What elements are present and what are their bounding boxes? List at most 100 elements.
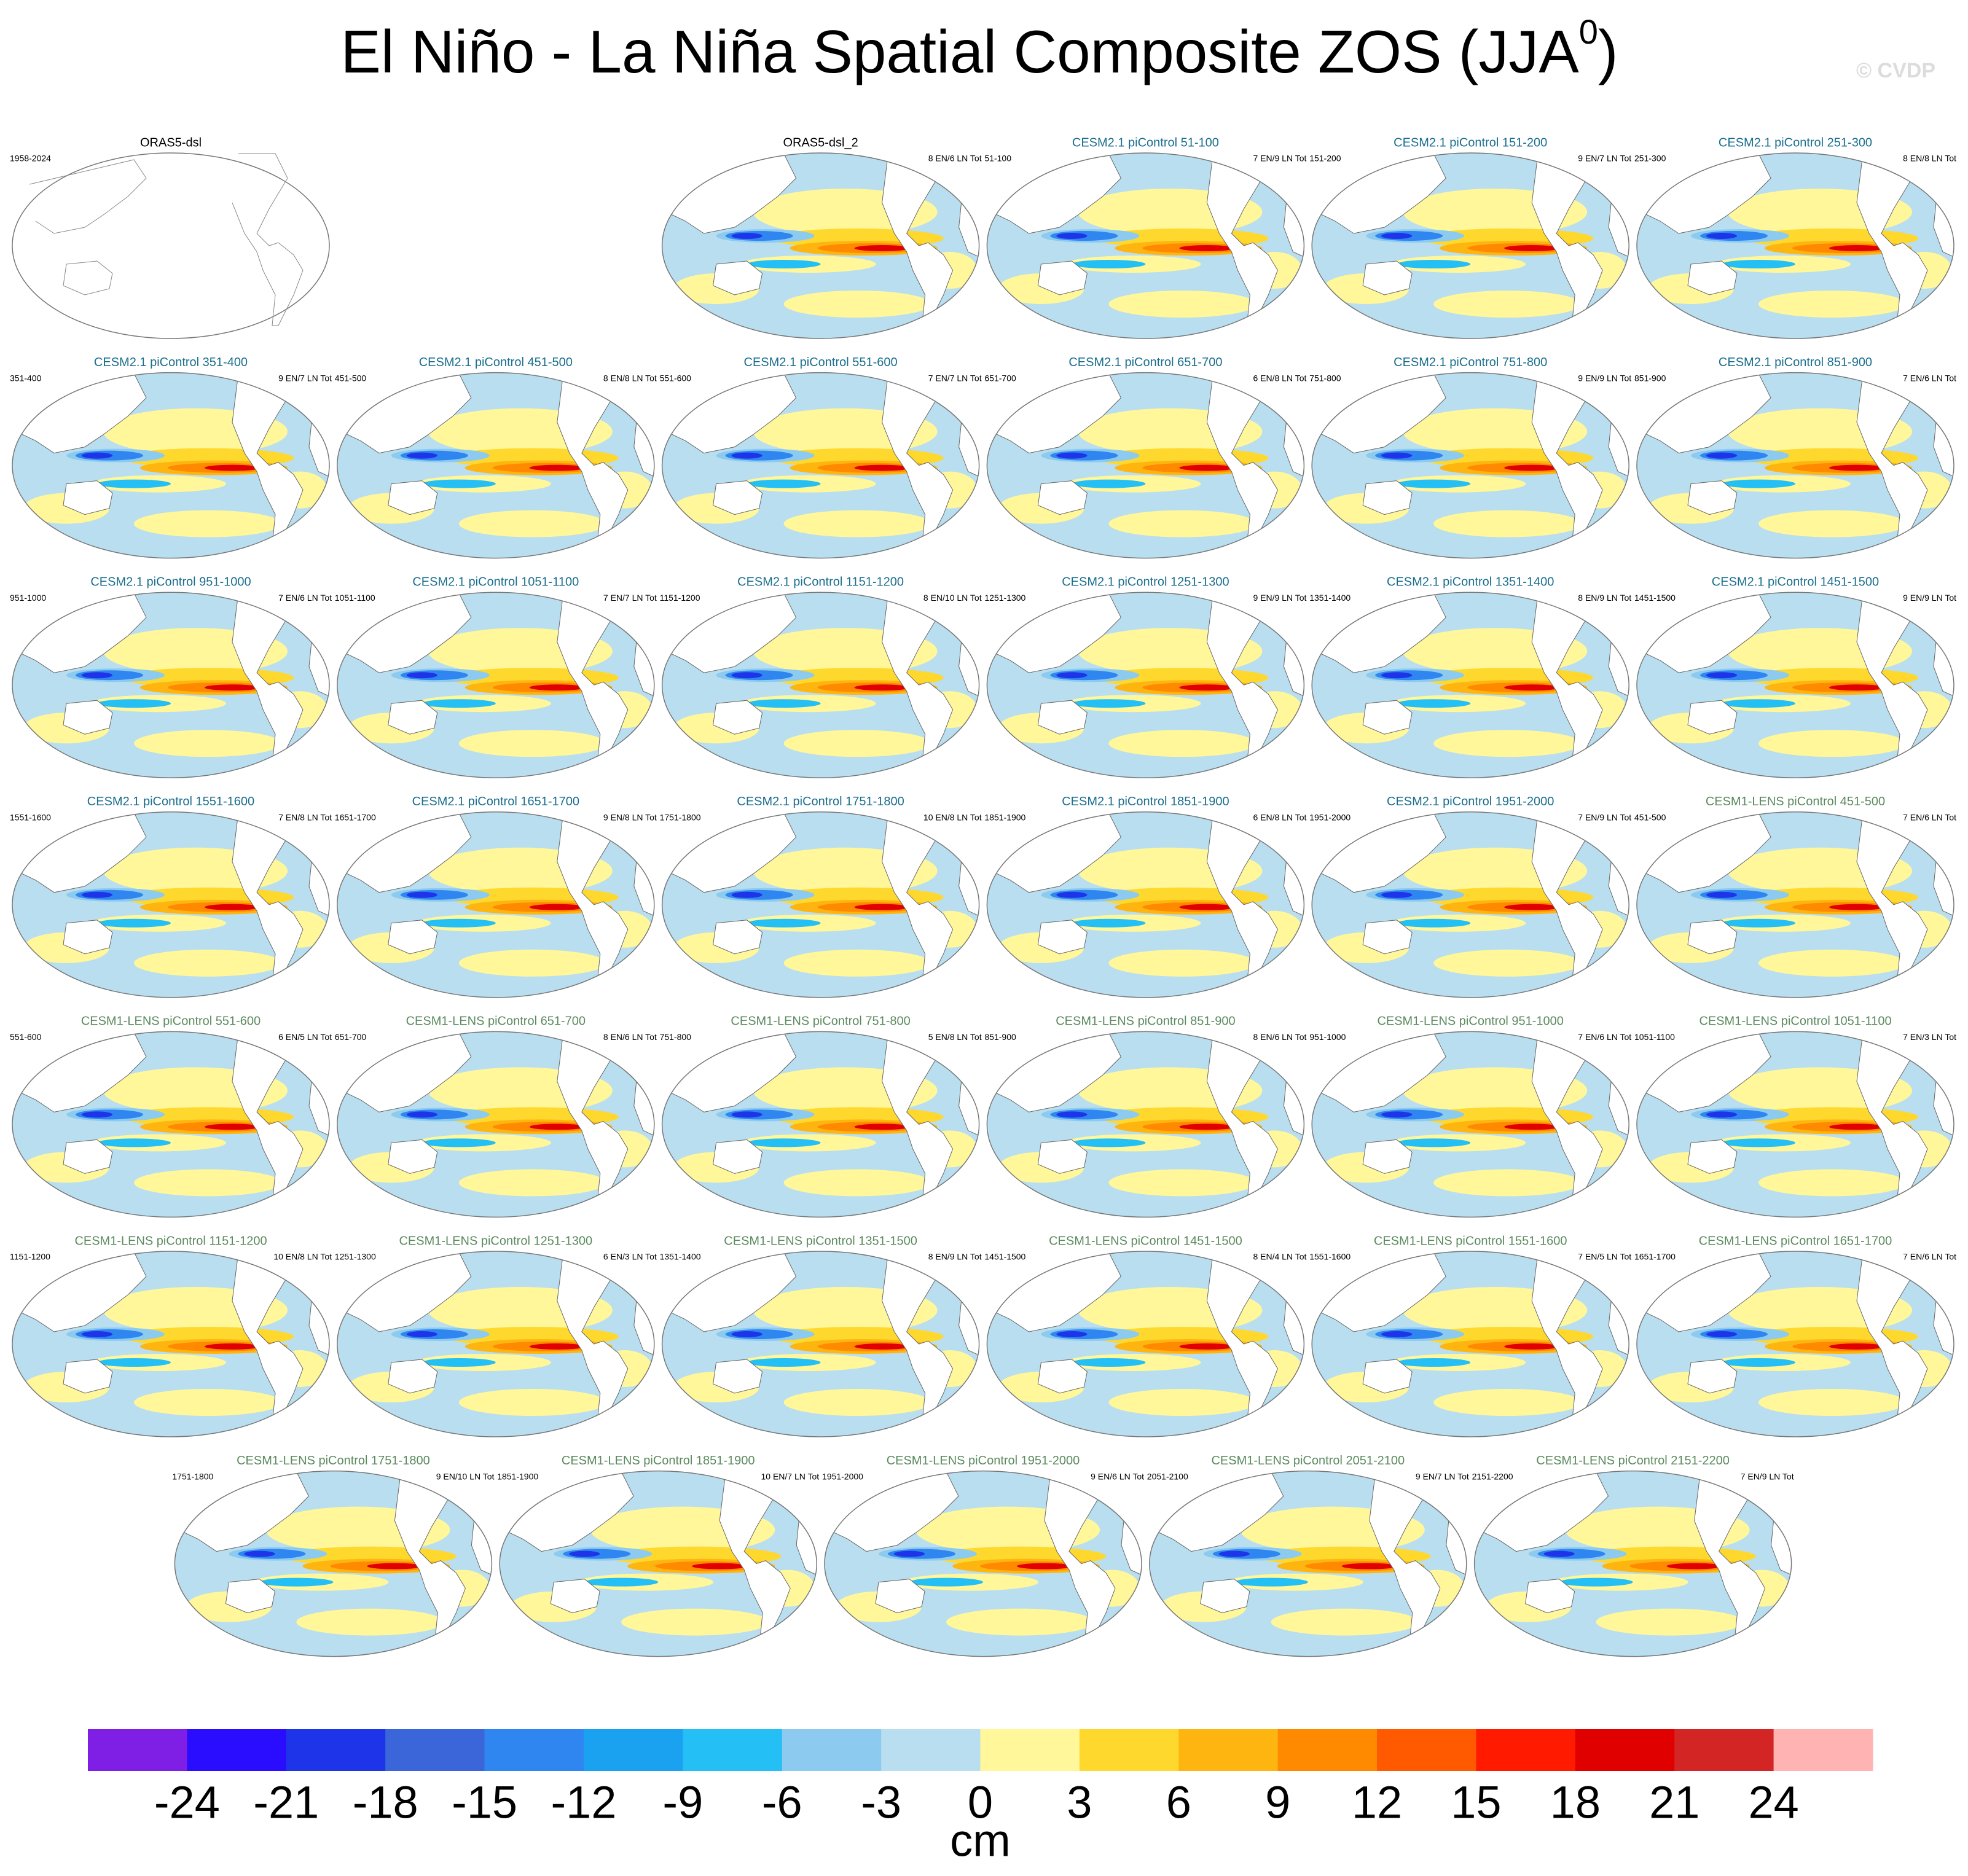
map-panel: CESM1-LENS piControl 1551-1600 1551-1600 7… xyxy=(1309,1234,1631,1439)
map-panel: CESM2.1 piControl 851-900 851-900 7 EN/6 L… xyxy=(1634,356,1956,561)
panel-period-label: 951-1000 xyxy=(1309,1032,1346,1042)
panel-title: CESM2.1 piControl 1251-1300 xyxy=(1062,575,1229,588)
map-panel: CESM2.1 piControl 1051-1100 1051-1100 7 EN… xyxy=(335,575,657,780)
composite-map xyxy=(335,590,657,780)
panel-title: CESM2.1 piControl 1551-1600 xyxy=(87,795,254,808)
panel-title: CESM2.1 piControl 851-900 xyxy=(1719,356,1872,369)
panel-title: CESM1-LENS piControl 1651-1700 xyxy=(1699,1234,1892,1248)
panel-title: CESM1-LENS piControl 1051-1100 xyxy=(1699,1015,1891,1028)
map-panel: CESM1-LENS piControl 1851-1900 1851-1900 1… xyxy=(497,1454,819,1659)
panel-period-label: 1151-1200 xyxy=(10,1252,50,1262)
composite-map xyxy=(660,810,982,1000)
panel-title: CESM1-LENS piControl 1751-1800 xyxy=(237,1454,430,1468)
panel-title: CESM1-LENS piControl 1551-1600 xyxy=(1374,1234,1567,1248)
colorbar-tick-label: 9 xyxy=(1265,1777,1290,1828)
panel-title: CESM1-LENS piControl 1151-1200 xyxy=(74,1234,267,1248)
panel-count-label: 7 EN/6 LN Tot xyxy=(278,593,332,603)
map-panel: CESM1-LENS piControl 751-800 751-800 5 EN/… xyxy=(660,1015,982,1220)
colorbar-box xyxy=(88,1729,187,1771)
panel-period-label: 1951-2000 xyxy=(1309,813,1351,823)
panel-count-label: 7 EN/7 LN Tot xyxy=(928,373,982,383)
map-panel: CESM2.1 piControl 1551-1600 1551-1600 7 EN… xyxy=(10,795,332,1000)
panel-period-label: 1651-1700 xyxy=(335,813,376,823)
map-panel: CESM1-LENS piControl 851-900 851-900 8 EN/… xyxy=(984,1015,1307,1220)
colorbar-tick-label: 15 xyxy=(1451,1777,1501,1828)
panel-title: CESM2.1 piControl 1451-1500 xyxy=(1712,575,1879,588)
panel-count-label: 7 EN/3 LN Tot xyxy=(1903,1032,1956,1042)
panel-period-label: 1751-1800 xyxy=(172,1471,213,1481)
panel-count-label: 8 EN/8 LN Tot xyxy=(603,373,657,383)
composite-map xyxy=(1634,1029,1956,1219)
panel-period-label: 2151-2200 xyxy=(1472,1471,1513,1481)
composite-map xyxy=(660,1029,982,1219)
panel-period-label: 1251-1300 xyxy=(335,1252,376,1262)
panel-period-label: 151-200 xyxy=(1309,154,1341,163)
panel-period-label: 1958-2024 xyxy=(10,154,51,163)
map-panel: CESM2.1 piControl 951-1000 951-1000 7 EN/6… xyxy=(10,575,332,780)
colorbar-box xyxy=(683,1729,783,1771)
panel-title: CESM1-LENS piControl 651-700 xyxy=(406,1015,586,1028)
panel-count-label: 9 EN/10 LN Tot xyxy=(436,1471,495,1481)
panel-period-label: 251-300 xyxy=(1634,154,1666,163)
panel-count-label: 10 EN/8 LN Tot xyxy=(273,1252,332,1262)
composite-map xyxy=(1634,1249,1956,1439)
panel-title: CESM1-LENS piControl 751-800 xyxy=(731,1015,910,1028)
map-panel: CESM1-LENS piControl 1151-1200 1151-1200 1… xyxy=(10,1234,332,1439)
panel-period-label: 1251-1300 xyxy=(984,593,1025,603)
panel-title: CESM1-LENS piControl 851-900 xyxy=(1056,1015,1235,1028)
composite-map xyxy=(335,1029,657,1219)
map-panel: CESM2.1 piControl 1251-1300 1251-1300 9 EN… xyxy=(984,575,1307,780)
map-panel: ORAS5-dsl_2 8 EN/6 LN Tot xyxy=(660,136,982,341)
colorbar-box xyxy=(484,1729,584,1771)
panel-period-label: 1051-1100 xyxy=(335,593,375,603)
colorbar-box xyxy=(1178,1729,1279,1771)
map-panel: CESM1-LENS piControl 2051-2100 2051-2100 9… xyxy=(1147,1454,1469,1659)
panel-count-label: 6 EN/3 LN Tot xyxy=(603,1252,657,1262)
panel-title: CESM1-LENS piControl 2151-2200 xyxy=(1536,1454,1730,1468)
panel-count-label: 9 EN/6 LN Tot xyxy=(1091,1471,1144,1481)
panel-count-label: 9 EN/7 LN Tot xyxy=(1578,154,1631,163)
panel-count-label: 8 EN/9 LN Tot xyxy=(1578,593,1631,603)
map-panel: CESM2.1 piControl 1751-1800 1751-1800 10 E… xyxy=(660,795,982,1000)
composite-map xyxy=(10,810,332,1000)
composite-map xyxy=(1634,150,1956,341)
panel-period-label: 2051-2100 xyxy=(1147,1471,1188,1481)
composite-map xyxy=(1309,150,1631,341)
panel-title: CESM1-LENS piControl 1951-2000 xyxy=(887,1454,1080,1468)
colorbar-tick-label: 6 xyxy=(1166,1777,1191,1828)
composite-map xyxy=(10,1029,332,1219)
composite-map xyxy=(172,1469,494,1659)
composite-map xyxy=(1309,370,1631,561)
composite-map xyxy=(497,1469,819,1659)
map-panel: CESM1-LENS piControl 1251-1300 1251-1300 6… xyxy=(335,1234,657,1439)
panel-period-label: 1451-1500 xyxy=(984,1252,1025,1262)
panel-count-label: 9 EN/7 LN Tot xyxy=(278,373,332,383)
colorbar-tick-label: -6 xyxy=(762,1777,802,1828)
colorbar-box xyxy=(187,1729,287,1771)
colorbar-tick-label: 12 xyxy=(1352,1777,1402,1828)
panel-title: CESM1-LENS piControl 451-500 xyxy=(1706,795,1885,808)
panel-title: CESM2.1 piControl 1851-1900 xyxy=(1062,795,1229,808)
composite-map xyxy=(822,1469,1144,1659)
panel-period-label: 851-900 xyxy=(984,1032,1016,1042)
panel-count-label: 7 EN/8 LN Tot xyxy=(278,813,332,823)
composite-map xyxy=(984,810,1306,1000)
map-panel: CESM2.1 piControl 1351-1400 1351-1400 8 EN… xyxy=(1309,575,1631,780)
panel-title: CESM2.1 piControl 151-200 xyxy=(1394,136,1547,149)
panel-title: ORAS5-dsl xyxy=(140,136,202,149)
composite-map xyxy=(984,1249,1306,1439)
panel-count-label: 7 EN/7 LN Tot xyxy=(603,593,657,603)
panel-count-label: 6 EN/8 LN Tot xyxy=(1253,813,1306,823)
colorbar-tick-label: -9 xyxy=(662,1777,703,1828)
composite-map xyxy=(10,1249,332,1439)
panel-count-label: 10 EN/7 LN Tot xyxy=(761,1471,820,1481)
title-superscript: 0 xyxy=(1579,12,1598,51)
colorbar-tick-label: 24 xyxy=(1748,1777,1798,1828)
map-panel: CESM1-LENS piControl 1051-1100 1051-1100 7… xyxy=(1634,1015,1956,1220)
composite-map xyxy=(984,370,1306,561)
map-panel: CESM2.1 piControl 1151-1200 1151-1200 8 EN… xyxy=(660,575,982,780)
panel-title: CESM2.1 piControl 1951-2000 xyxy=(1387,795,1554,808)
title-end: ) xyxy=(1598,18,1618,85)
panel-count-label: 7 EN/6 LN Tot xyxy=(1578,1032,1631,1042)
composite-map xyxy=(1634,370,1956,561)
